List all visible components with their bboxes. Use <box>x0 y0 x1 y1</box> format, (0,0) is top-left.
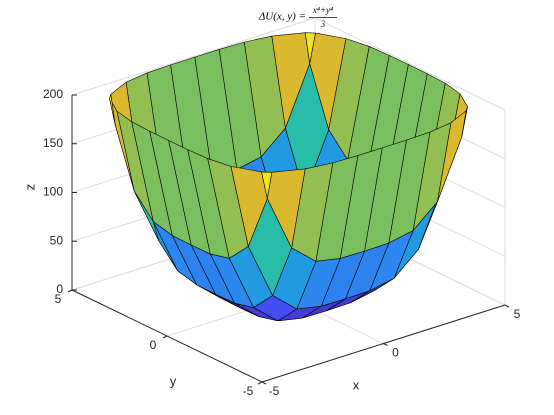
y-tick-label: -5 <box>243 384 254 398</box>
x-tick-label: -5 <box>269 384 280 398</box>
grid-line <box>314 17 506 111</box>
surface-face <box>109 94 116 126</box>
z-tick-label: 0 <box>56 282 63 296</box>
title-numerator: x⁴+y⁴ <box>312 5 333 15</box>
y-axis-label: y <box>170 373 177 388</box>
surface-face <box>304 32 316 64</box>
y-tick <box>67 289 73 293</box>
z-tick-label: 150 <box>43 136 63 150</box>
surface-face <box>461 106 468 138</box>
y-tick-label: 0 <box>150 338 157 352</box>
title-denominator: 3 <box>320 19 326 29</box>
x-tick <box>261 381 267 385</box>
x-tick-label: 0 <box>392 346 399 360</box>
y-tick <box>162 335 168 339</box>
x-axis-label: x <box>353 377 360 392</box>
surface-face <box>261 171 273 199</box>
x-tick-label: 5 <box>514 307 521 321</box>
title-lhs: ΔU(x, y) = <box>258 11 306 23</box>
z-tick-label: 200 <box>43 87 63 101</box>
z-tick-label: 100 <box>43 185 63 199</box>
z-axis-label: z <box>22 184 37 191</box>
y-tick-label: 5 <box>55 292 62 306</box>
y-tick <box>257 381 263 385</box>
z-tick-label: 50 <box>50 233 64 247</box>
x-tick <box>383 343 388 346</box>
grid-line <box>71 17 316 96</box>
x-tick <box>504 304 510 308</box>
